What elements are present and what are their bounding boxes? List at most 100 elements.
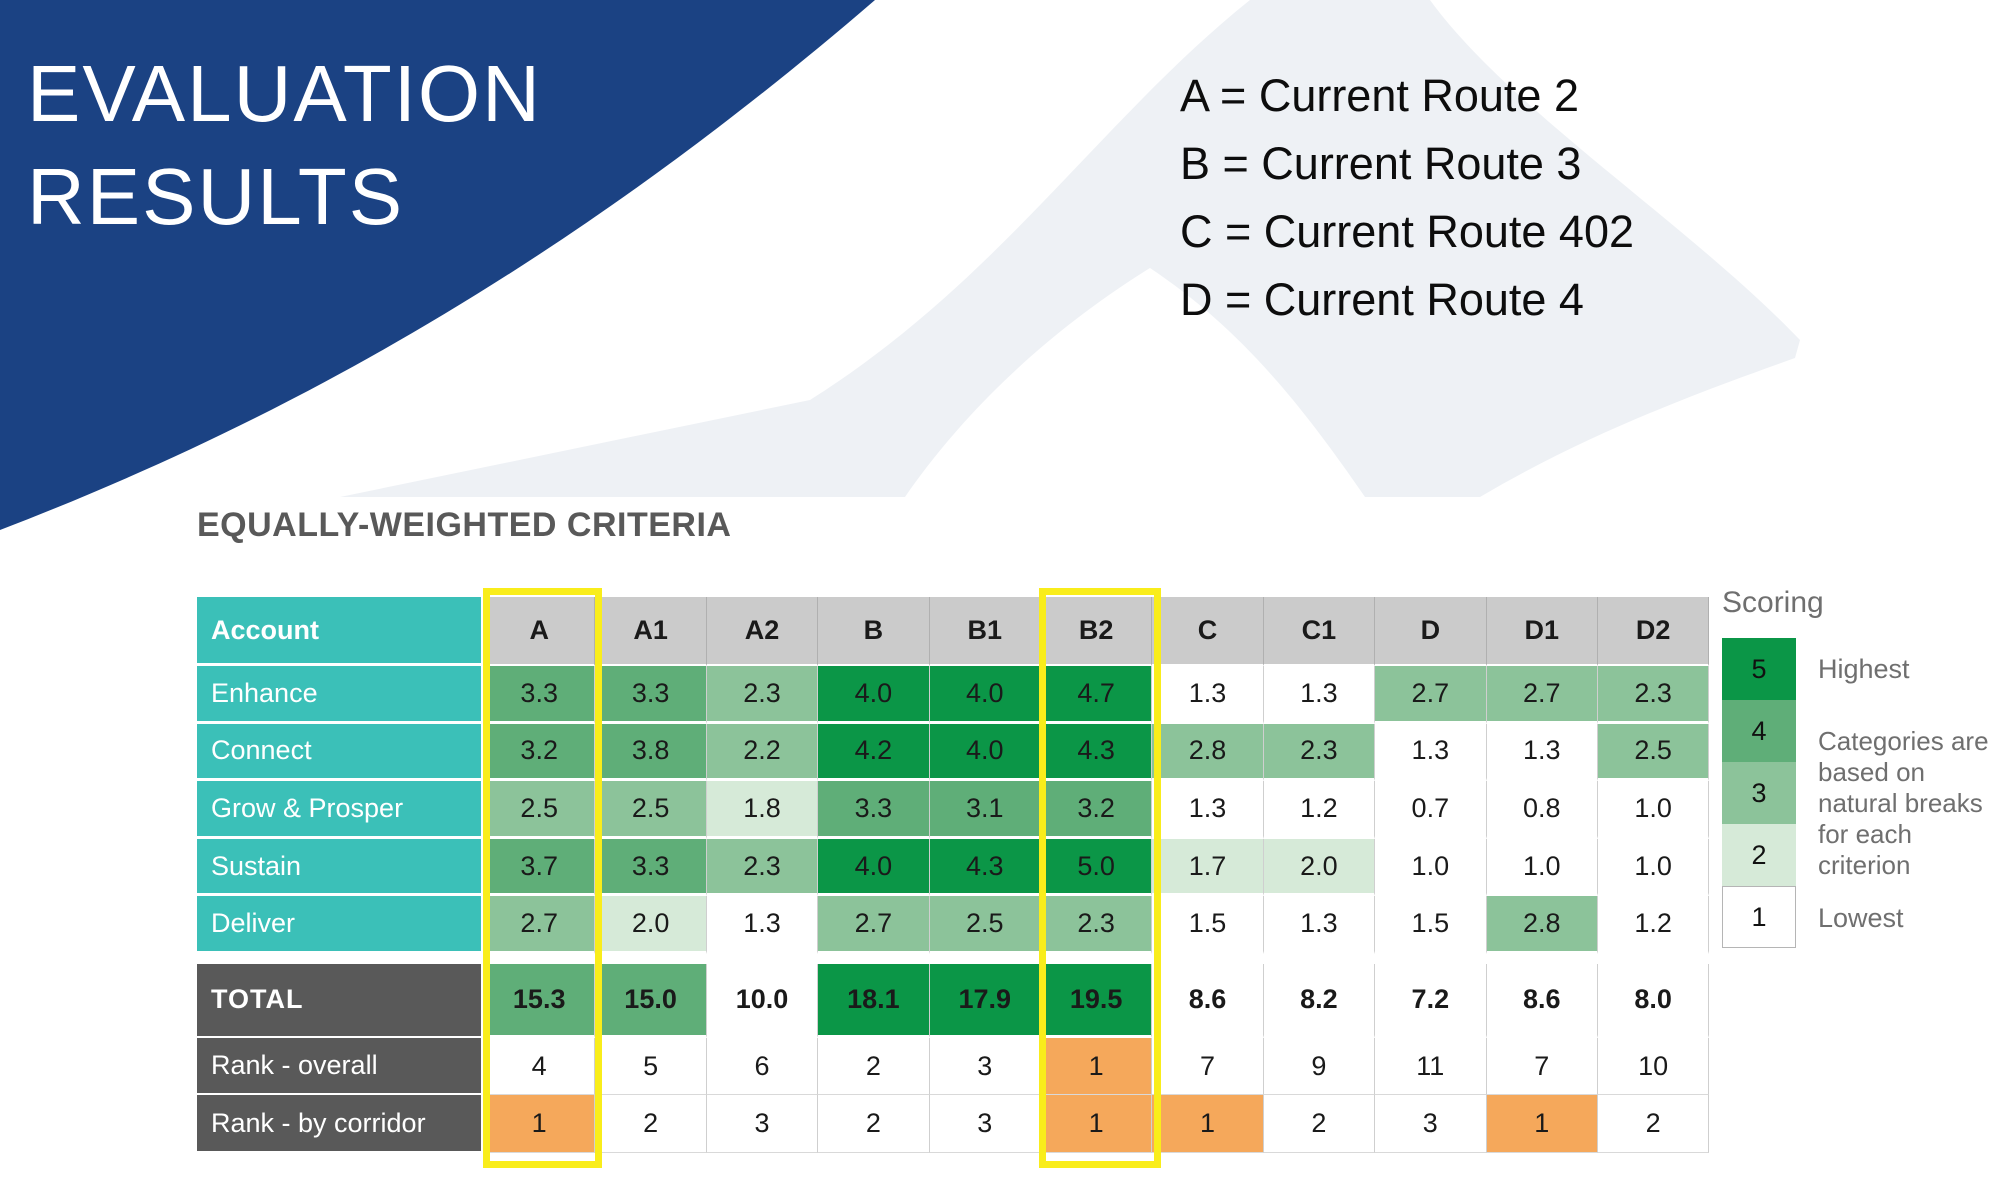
rank-cell: 2 — [1597, 1095, 1710, 1153]
score-cell: 2.8 — [1486, 896, 1598, 954]
score-cell: 1.3 — [1375, 723, 1487, 782]
background-arch-shape — [340, 0, 1800, 497]
column-header-b2: B2 — [1040, 597, 1153, 666]
score-cell: 2.3 — [1263, 723, 1376, 782]
score-cell: 2.2 — [706, 723, 819, 782]
column-header-c1: C1 — [1263, 597, 1376, 666]
score-cell: 2.5 — [929, 896, 1041, 954]
scoring-scale-box-5: 5 — [1722, 638, 1796, 700]
score-cell: 2.3 — [1040, 896, 1153, 954]
score-cell: 1.2 — [1263, 781, 1376, 839]
rank-cell: 10 — [1597, 1037, 1710, 1096]
highlight-box-column-a — [483, 588, 602, 1168]
row-label-criterion: Sustain — [197, 838, 484, 897]
route-legend-line-b: B = Current Route 3 — [1180, 138, 1582, 189]
score-cell: 2.3 — [1597, 666, 1710, 724]
column-header-b1: B1 — [929, 597, 1041, 666]
route-legend: A = Current Route 2 B = Current Route 3 … — [1180, 62, 1634, 334]
score-cell: 1.3 — [1152, 781, 1264, 839]
column-header-a: A — [484, 597, 596, 666]
rank-cell: 2 — [595, 1095, 707, 1153]
page-title-line1: EVALUATION — [27, 49, 542, 138]
rank-cell: 5 — [595, 1037, 707, 1096]
score-cell: 2.7 — [818, 896, 930, 954]
rank-cell: 3 — [929, 1037, 1041, 1096]
total-cell: 7.2 — [1375, 963, 1487, 1038]
score-cell: 0.7 — [1375, 781, 1487, 839]
column-header-d2: D2 — [1597, 597, 1710, 666]
score-cell: 4.0 — [929, 666, 1041, 724]
score-cell: 2.7 — [1375, 666, 1487, 724]
scoring-scale-box-4: 4 — [1722, 700, 1796, 762]
column-header-a2: A2 — [706, 597, 819, 666]
total-cell: 19.5 — [1040, 963, 1153, 1038]
score-cell: 2.0 — [595, 896, 707, 954]
row-label-criterion: Deliver — [197, 896, 484, 954]
rank-cell: 1 — [484, 1095, 596, 1153]
score-cell: 0.8 — [1486, 781, 1598, 839]
total-cell: 10.0 — [706, 963, 819, 1038]
column-header-account: Account — [197, 597, 484, 666]
score-cell: 3.3 — [818, 781, 930, 839]
scoring-scale-box-1: 1 — [1722, 886, 1796, 948]
rank-cell: 3 — [1375, 1095, 1487, 1153]
score-cell: 2.5 — [1597, 723, 1710, 782]
score-cell: 1.3 — [1486, 723, 1598, 782]
rank-cell: 1 — [1486, 1095, 1598, 1153]
score-cell: 1.3 — [1152, 666, 1264, 724]
score-cell: 3.8 — [595, 723, 707, 782]
scoring-note: Categories are based on natural breaks f… — [1818, 726, 1989, 880]
row-label-rank: Rank - by corridor — [197, 1095, 484, 1153]
rank-cell: 2 — [818, 1037, 930, 1096]
total-cell: 15.3 — [484, 963, 596, 1038]
score-cell: 1.7 — [1152, 838, 1264, 897]
page-title-line2: RESULTS — [27, 152, 405, 241]
score-cell: 2.3 — [706, 838, 819, 897]
rank-cell: 1 — [1040, 1095, 1153, 1153]
score-cell: 4.0 — [929, 723, 1041, 782]
score-cell: 2.0 — [1263, 838, 1376, 897]
total-cell: 8.6 — [1152, 963, 1264, 1038]
score-cell: 1.8 — [706, 781, 819, 839]
score-cell: 2.8 — [1152, 723, 1264, 782]
score-cell: 1.5 — [1375, 896, 1487, 954]
total-cell: 8.0 — [1597, 963, 1710, 1038]
rank-cell: 6 — [706, 1037, 819, 1096]
column-header-d1: D1 — [1486, 597, 1598, 666]
row-label-criterion: Connect — [197, 723, 484, 782]
rank-cell: 3 — [706, 1095, 819, 1153]
total-cell: 17.9 — [929, 963, 1041, 1038]
column-header-b: B — [818, 597, 930, 666]
score-cell: 2.5 — [595, 781, 707, 839]
score-cell: 4.7 — [1040, 666, 1153, 724]
score-cell: 4.3 — [929, 838, 1041, 897]
score-cell: 1.3 — [706, 896, 819, 954]
page-title: EVALUATION RESULTS — [27, 42, 542, 248]
total-cell: 8.2 — [1263, 963, 1376, 1038]
rank-cell: 1 — [1040, 1037, 1153, 1096]
score-cell: 1.2 — [1597, 896, 1710, 954]
row-label-rank: Rank - overall — [197, 1037, 484, 1096]
section-title: EQUALLY-WEIGHTED CRITERIA — [197, 506, 732, 544]
score-cell: 4.0 — [818, 838, 930, 897]
scoring-scale-box-3: 3 — [1722, 762, 1796, 824]
column-header-c: C — [1152, 597, 1264, 666]
total-cell: 18.1 — [818, 963, 930, 1038]
scoring-highest-label: Highest — [1818, 654, 1910, 684]
score-cell: 2.5 — [484, 781, 596, 839]
rank-cell: 2 — [818, 1095, 930, 1153]
score-cell: 3.3 — [595, 838, 707, 897]
score-cell: 3.3 — [595, 666, 707, 724]
score-cell: 1.3 — [1263, 896, 1376, 954]
score-cell: 3.7 — [484, 838, 596, 897]
row-label-total: TOTAL — [197, 963, 484, 1038]
rank-cell: 7 — [1152, 1037, 1264, 1096]
table-row-gap — [197, 953, 1710, 964]
score-cell: 2.3 — [706, 666, 819, 724]
score-cell: 4.2 — [818, 723, 930, 782]
rank-cell: 3 — [929, 1095, 1041, 1153]
scoring-lowest-label: Lowest — [1818, 903, 1904, 933]
